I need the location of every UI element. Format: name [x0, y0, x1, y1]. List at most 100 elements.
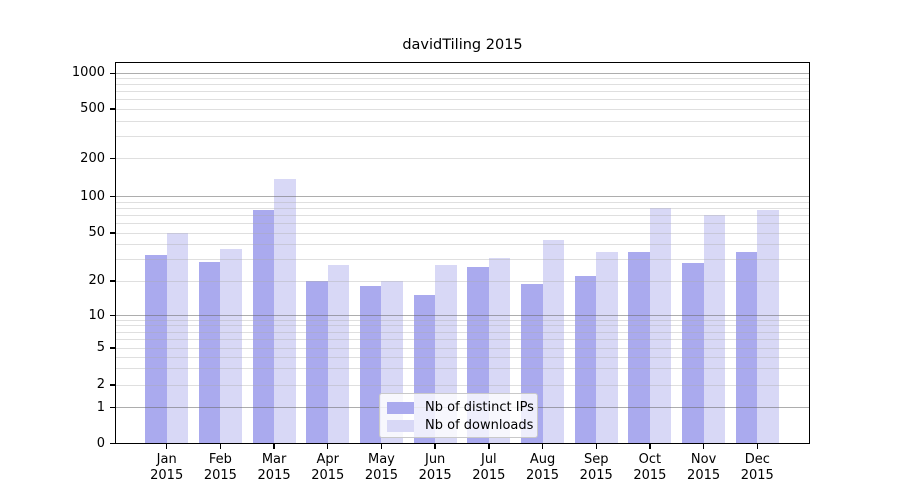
bar-downloads	[703, 215, 726, 444]
x-tick	[488, 444, 490, 449]
bar-downloads	[166, 233, 189, 444]
chart-title: davidTiling 2015	[402, 37, 523, 53]
x-tick	[327, 444, 329, 449]
y-tick-label: 1000	[71, 65, 105, 81]
bar-downloads	[542, 239, 565, 444]
x-tick-label: Oct 2015	[633, 452, 667, 483]
y-tick-label: 1	[96, 399, 105, 415]
minor-gridline	[115, 201, 810, 203]
y-tick-label: 10	[88, 307, 105, 323]
x-tick	[434, 444, 436, 449]
bar-distinct-ips	[306, 281, 328, 444]
minor-gridline	[115, 99, 810, 101]
x-tick-label: May 2015	[364, 452, 398, 483]
minor-gridline	[115, 384, 810, 386]
minor-gridline	[115, 347, 810, 349]
minor-gridline	[115, 108, 810, 110]
x-tick	[756, 444, 758, 449]
legend-swatch-downloads	[387, 419, 414, 432]
y-tick-label: 0	[96, 435, 105, 451]
x-tick-label: Jan 2015	[150, 452, 184, 483]
minor-gridline	[115, 214, 810, 216]
y-tick-label: 200	[80, 150, 105, 166]
bar-distinct-ips	[252, 209, 275, 444]
legend-item-distinct-ips: Nb of distinct IPs	[387, 399, 534, 416]
y-tick	[110, 195, 115, 198]
x-tick-label: Mar 2015	[257, 452, 291, 483]
x-tick	[595, 444, 597, 449]
bar-distinct-ips	[574, 276, 597, 444]
bar-distinct-ips	[359, 286, 382, 444]
minor-gridline	[115, 84, 810, 86]
x-tick	[273, 444, 275, 449]
bar-distinct-ips	[145, 254, 167, 444]
minor-gridline	[115, 222, 810, 224]
bar-distinct-ips	[682, 263, 704, 444]
x-tick	[541, 444, 544, 449]
y-tick-label: 20	[88, 273, 105, 288]
minor-gridline	[115, 338, 810, 340]
minor-gridline	[115, 280, 810, 282]
minor-gridline	[115, 120, 810, 122]
y-tick	[110, 232, 115, 234]
y-tick-label: 50	[88, 225, 105, 240]
x-tick	[702, 444, 705, 449]
minor-gridline	[115, 259, 810, 261]
x-tick	[649, 444, 651, 449]
minor-gridline	[115, 244, 810, 246]
bar-downloads	[274, 178, 296, 444]
y-tick	[110, 314, 115, 317]
y-tick	[110, 347, 115, 349]
y-tick-label: 500	[80, 101, 105, 116]
legend-swatch-distinct-ips	[387, 401, 414, 414]
y-tick-label: 100	[80, 188, 105, 204]
major-gridline	[115, 196, 810, 197]
legend-label-distinct-ips: Nb of distinct IPs	[425, 400, 534, 415]
bar-distinct-ips	[198, 261, 221, 444]
y-tick	[110, 108, 115, 110]
minor-gridline	[115, 325, 810, 327]
x-tick	[166, 444, 168, 449]
minor-gridline	[115, 331, 810, 333]
x-tick-label: Sep 2015	[579, 452, 613, 483]
y-tick-label: 5	[96, 340, 105, 355]
bar-downloads	[327, 265, 350, 444]
x-tick-label: Jun 2015	[418, 452, 452, 483]
bar-downloads	[757, 209, 779, 444]
legend: Nb of distinct IPs Nb of downloads	[379, 393, 538, 438]
y-tick-label: 2	[96, 377, 105, 392]
x-tick-label: Aug 2015	[525, 452, 560, 483]
legend-item-downloads: Nb of downloads	[387, 417, 534, 434]
minor-gridline	[115, 368, 810, 370]
x-tick-label: Dec 2015	[740, 452, 774, 483]
minor-gridline	[115, 232, 810, 234]
bar-distinct-ips	[735, 251, 758, 444]
legend-label-downloads: Nb of downloads	[425, 418, 534, 433]
bar-downloads	[596, 251, 618, 444]
minor-gridline	[115, 91, 810, 93]
x-tick	[219, 444, 222, 449]
minor-gridline	[115, 158, 810, 159]
y-tick	[110, 72, 115, 74]
bar-downloads	[220, 248, 242, 444]
minor-gridline	[115, 78, 810, 80]
minor-gridline	[115, 319, 810, 321]
x-tick-label: Apr 2015	[311, 452, 345, 483]
major-gridline	[115, 315, 810, 316]
bar-distinct-ips	[628, 251, 650, 444]
minor-gridline	[115, 136, 810, 138]
major-gridline	[115, 72, 810, 74]
minor-gridline	[115, 207, 810, 209]
y-tick	[110, 442, 115, 445]
y-tick	[110, 406, 115, 409]
y-tick	[110, 280, 115, 282]
x-tick	[380, 444, 383, 449]
bar-downloads	[649, 208, 672, 444]
x-tick-label: Feb 2015	[203, 452, 237, 483]
y-tick	[110, 384, 115, 386]
minor-gridline	[115, 356, 810, 358]
y-tick	[110, 157, 115, 160]
x-tick-label: Jul 2015	[472, 452, 506, 483]
x-tick-label: Nov 2015	[687, 452, 721, 483]
